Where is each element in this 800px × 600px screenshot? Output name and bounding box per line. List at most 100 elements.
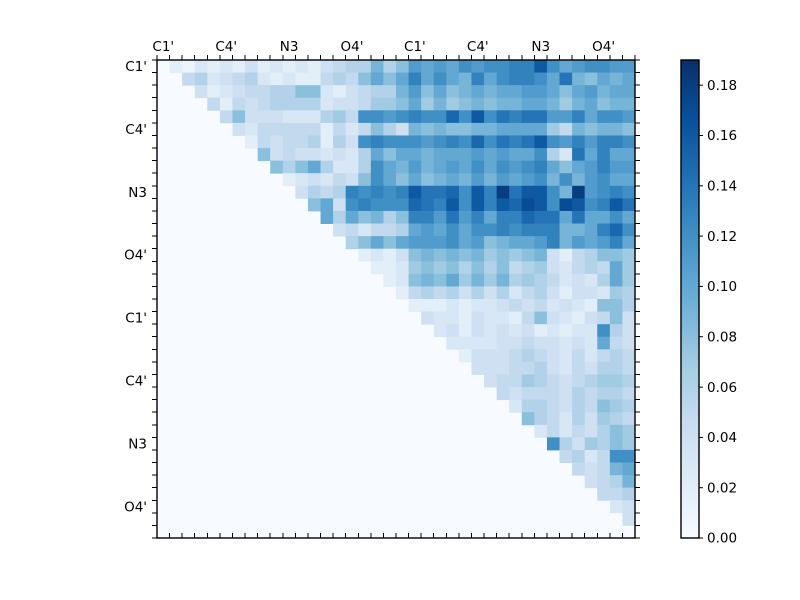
heatmap-cell bbox=[534, 336, 548, 350]
heatmap-cell bbox=[433, 261, 447, 275]
heatmap-cell bbox=[546, 198, 560, 212]
heatmap-cell bbox=[622, 135, 636, 149]
heatmap-cell bbox=[484, 248, 498, 262]
heatmap-cell bbox=[622, 236, 636, 250]
y-axis-tick-label: N3 bbox=[128, 436, 147, 452]
heatmap-cell bbox=[509, 236, 523, 250]
heatmap-cell bbox=[597, 273, 611, 287]
heatmap-cell bbox=[584, 475, 598, 489]
heatmap-cell bbox=[370, 72, 384, 86]
axis-ticks bbox=[152, 55, 640, 539]
heatmap-cell bbox=[534, 60, 548, 74]
heatmap-cell bbox=[484, 72, 498, 86]
heatmap-cell bbox=[534, 399, 548, 413]
heatmap-cell bbox=[408, 160, 422, 174]
heatmap-cell bbox=[534, 135, 548, 149]
heatmap-cell bbox=[622, 185, 636, 199]
heatmap-cell bbox=[534, 424, 548, 438]
heatmap-cell bbox=[333, 210, 347, 224]
heatmap-cell bbox=[496, 387, 510, 401]
heatmap-cell bbox=[257, 72, 271, 86]
heatmap-cell bbox=[509, 173, 523, 187]
x-axis-tick-label: C4' bbox=[467, 39, 489, 55]
heatmap-cell bbox=[622, 122, 636, 136]
x-axis-tick-label: C4' bbox=[215, 39, 237, 55]
heatmap-cell bbox=[496, 148, 510, 162]
heatmap-cell bbox=[546, 299, 560, 313]
heatmap-cell bbox=[496, 198, 510, 212]
heatmap-cell bbox=[521, 236, 535, 250]
heatmap-cell bbox=[396, 122, 410, 136]
heatmap-cell bbox=[559, 437, 573, 451]
heatmap-cell bbox=[534, 349, 548, 363]
heatmap-cell bbox=[333, 160, 347, 174]
heatmap-cell bbox=[509, 248, 523, 262]
heatmap-cell bbox=[509, 198, 523, 212]
heatmap-cell bbox=[370, 173, 384, 187]
heatmap-cell bbox=[408, 286, 422, 300]
heatmap-cell bbox=[559, 387, 573, 401]
heatmap-cell bbox=[471, 135, 485, 149]
heatmap-cell bbox=[521, 198, 535, 212]
heatmap-cell bbox=[307, 122, 321, 136]
heatmap-cell bbox=[270, 60, 284, 74]
heatmap-cell bbox=[572, 462, 586, 476]
heatmap-cell bbox=[408, 97, 422, 111]
heatmap-cell bbox=[446, 286, 460, 300]
heatmap-cell bbox=[572, 336, 586, 350]
heatmap-cell bbox=[546, 110, 560, 124]
heatmap-cell bbox=[421, 72, 435, 86]
heatmap-cell bbox=[622, 72, 636, 86]
heatmap-cell bbox=[295, 72, 309, 86]
heatmap-cell bbox=[584, 311, 598, 325]
heatmap-cell bbox=[521, 336, 535, 350]
heatmap-cell bbox=[370, 248, 384, 262]
heatmap-cell bbox=[484, 261, 498, 275]
heatmap-cell bbox=[609, 299, 623, 313]
heatmap-cell bbox=[521, 324, 535, 338]
heatmap-cell bbox=[307, 110, 321, 124]
heatmap-cell bbox=[433, 173, 447, 187]
heatmap-cell bbox=[270, 110, 284, 124]
heatmap-cell bbox=[471, 248, 485, 262]
heatmap-cell bbox=[597, 97, 611, 111]
heatmap-cell bbox=[546, 387, 560, 401]
heatmap-cell bbox=[245, 97, 259, 111]
heatmap-cell bbox=[383, 97, 397, 111]
heatmap-cell bbox=[458, 122, 472, 136]
heatmap-cell bbox=[597, 236, 611, 250]
heatmap-cell bbox=[433, 110, 447, 124]
heatmap-cell bbox=[509, 60, 523, 74]
heatmap-cell bbox=[496, 72, 510, 86]
heatmap-cell bbox=[622, 462, 636, 476]
heatmap-cell bbox=[584, 374, 598, 388]
heatmap-cell bbox=[496, 349, 510, 363]
heatmap-cell bbox=[421, 173, 435, 187]
heatmap-cell bbox=[270, 160, 284, 174]
heatmap-cell bbox=[358, 148, 372, 162]
heatmap-cell bbox=[257, 110, 271, 124]
heatmap-cell bbox=[609, 160, 623, 174]
heatmap-cell bbox=[584, 462, 598, 476]
heatmap-cell bbox=[446, 72, 460, 86]
heatmap-cell bbox=[584, 185, 598, 199]
heatmap-cell bbox=[546, 311, 560, 325]
heatmap-cell bbox=[584, 273, 598, 287]
heatmap-cell bbox=[534, 286, 548, 300]
heatmap-cell bbox=[458, 72, 472, 86]
heatmap-cell bbox=[245, 122, 259, 136]
heatmap-cell bbox=[307, 97, 321, 111]
heatmap-cell bbox=[345, 60, 359, 74]
heatmap-cell bbox=[257, 122, 271, 136]
heatmap-cell bbox=[572, 361, 586, 375]
heatmap-cell bbox=[433, 122, 447, 136]
heatmap-cell bbox=[509, 110, 523, 124]
heatmap-cell bbox=[609, 437, 623, 451]
heatmap-cell bbox=[433, 198, 447, 212]
heatmap-cell bbox=[534, 85, 548, 99]
heatmap-cell bbox=[559, 273, 573, 287]
heatmap-cell bbox=[408, 198, 422, 212]
heatmap-cell bbox=[471, 299, 485, 313]
heatmap-cell bbox=[358, 110, 372, 124]
heatmap-cell bbox=[383, 110, 397, 124]
